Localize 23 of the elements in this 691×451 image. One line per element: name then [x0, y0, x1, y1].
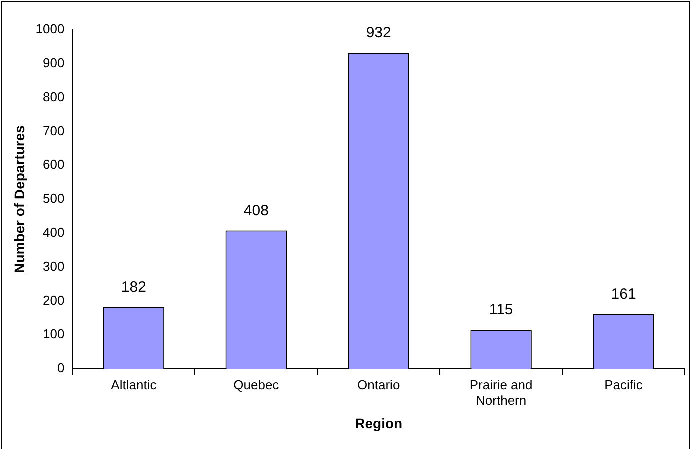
- y-tick-label: 700: [43, 123, 65, 138]
- y-tick-label: 0: [57, 360, 65, 376]
- y-tick-label: 900: [43, 55, 65, 70]
- x-axis-title: Region: [355, 415, 403, 432]
- y-tick-label: 300: [43, 258, 65, 274]
- data-label: 408: [244, 202, 269, 220]
- data-label: 932: [366, 24, 392, 42]
- x-tick-label: Prairie and Northern: [470, 377, 533, 408]
- y-tick-label: 600: [43, 157, 65, 172]
- data-label: 161: [611, 286, 636, 304]
- y-tick-label: 800: [43, 89, 65, 104]
- x-tick-label: Pacific: [604, 377, 644, 392]
- y-axis-title: Number of Departures: [11, 125, 28, 274]
- y-tick-label: 400: [43, 224, 65, 240]
- data-label: 115: [489, 302, 514, 319]
- y-tick-label: 100: [43, 326, 65, 342]
- y-tick-label: 500: [43, 191, 65, 206]
- data-label: 182: [121, 278, 146, 296]
- y-tick-label: 200: [43, 292, 65, 308]
- x-tick-label: Ontario: [358, 377, 400, 392]
- y-tick-label: 1000: [36, 22, 65, 37]
- x-tick-label: Quebec: [234, 377, 280, 392]
- x-tick-label: Altlantic: [111, 377, 158, 392]
